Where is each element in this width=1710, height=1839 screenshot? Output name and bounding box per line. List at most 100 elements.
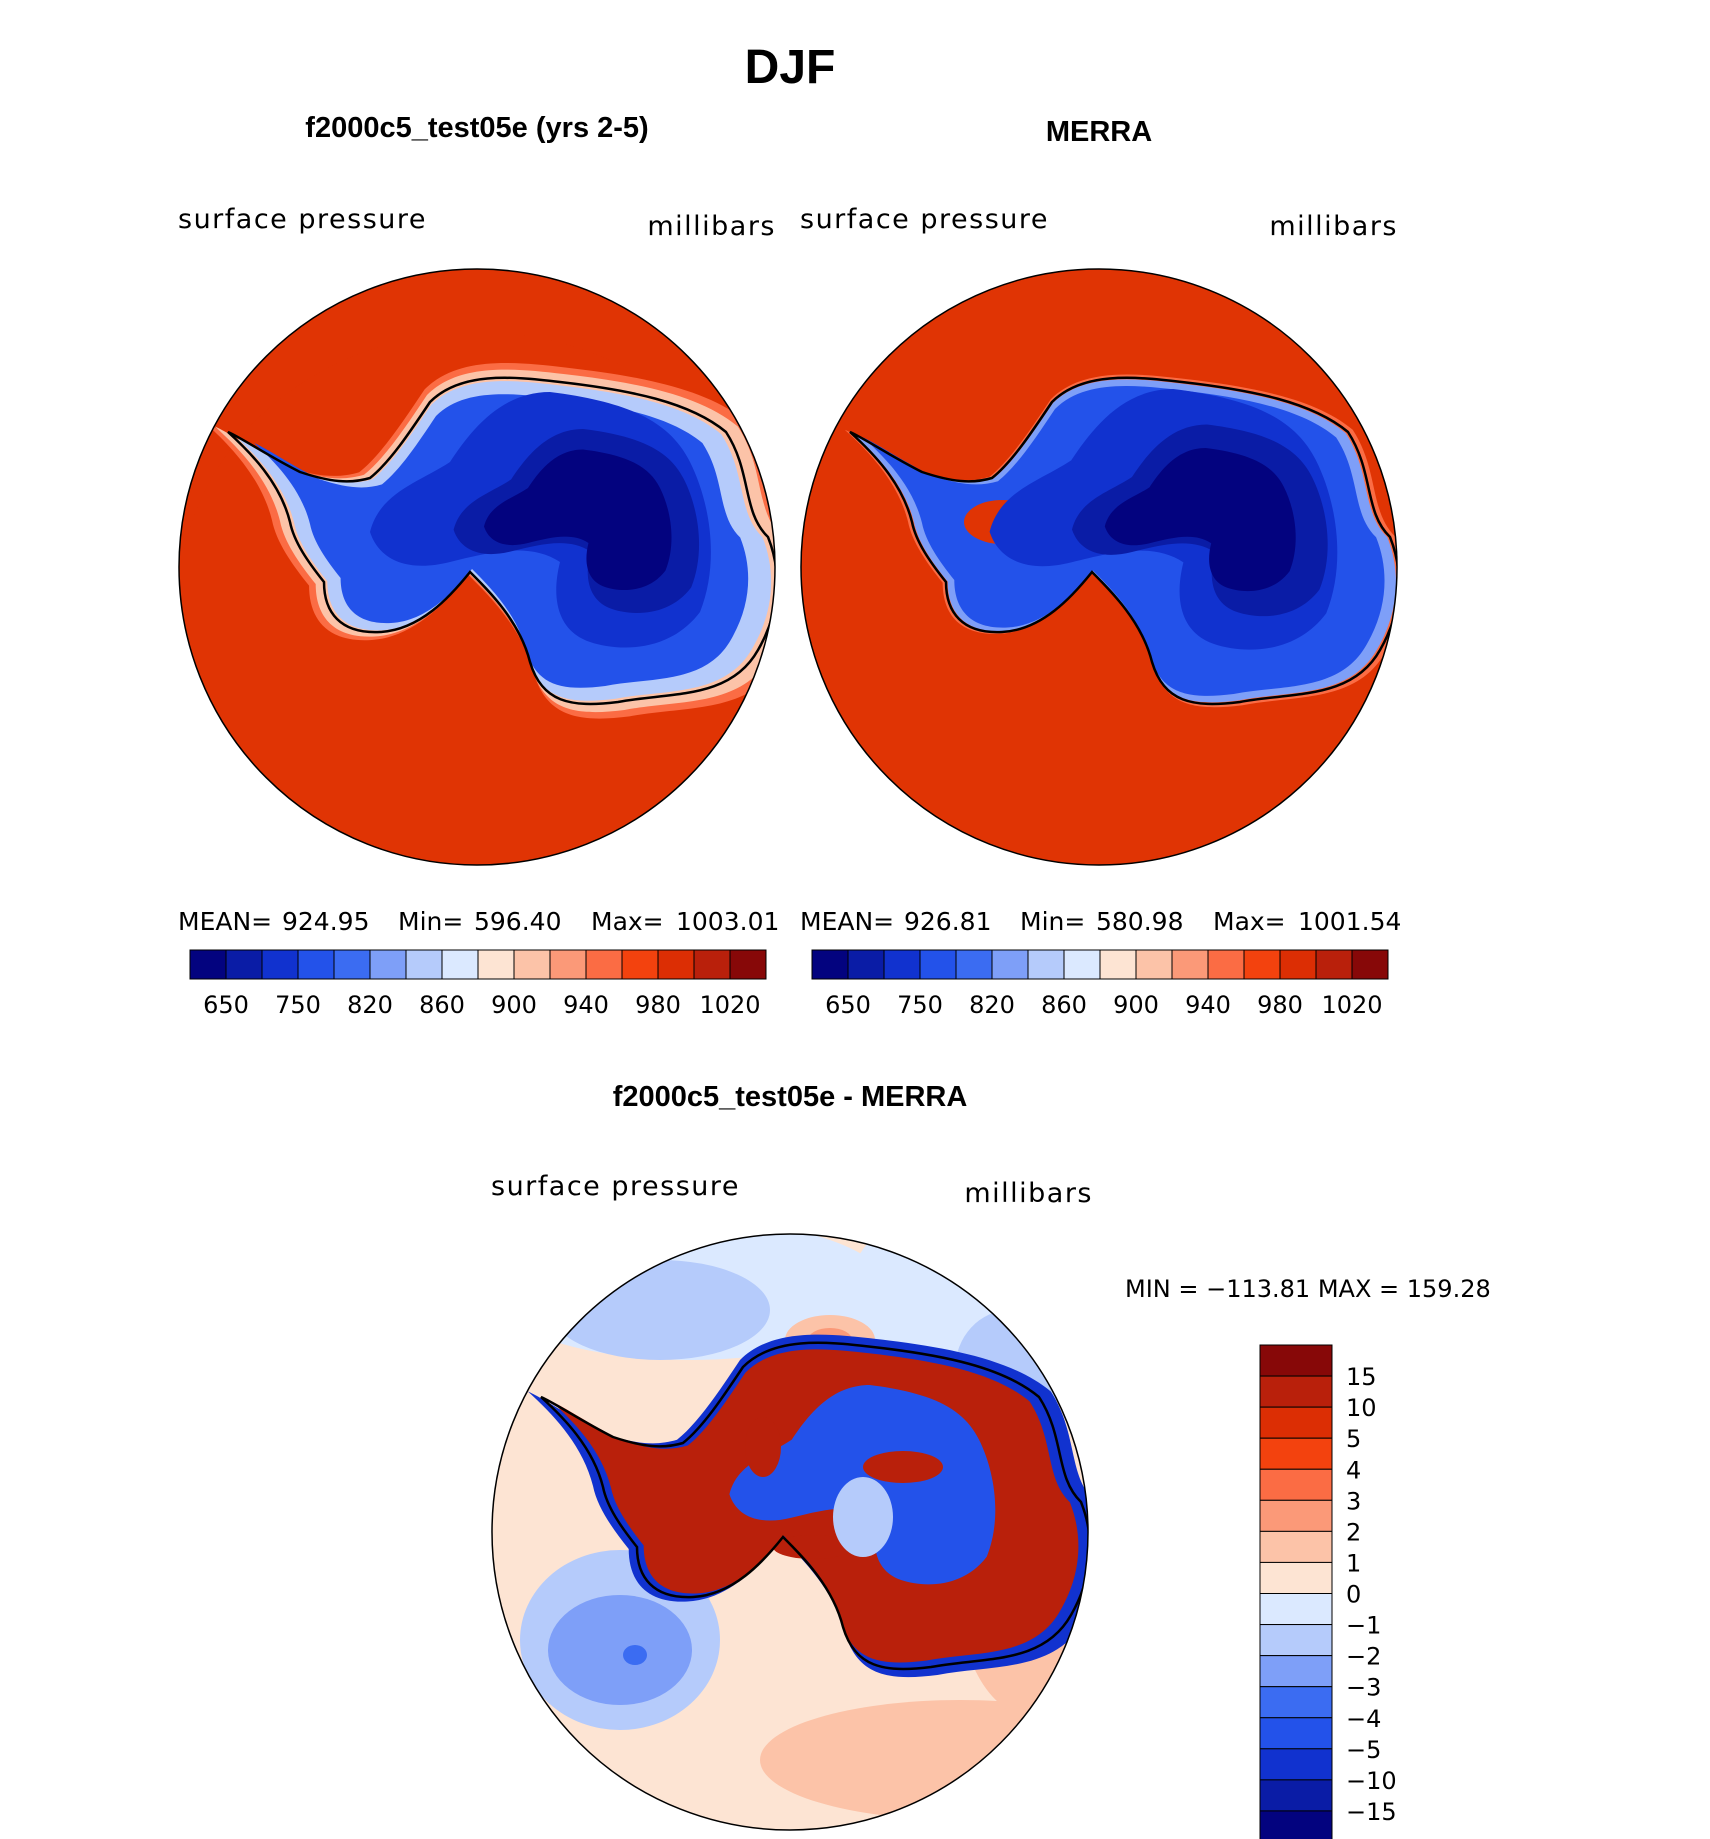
right-units-label: millibars [1269, 211, 1398, 242]
diff-colorbar-tick-label: 2 [1346, 1518, 1361, 1546]
right-colorbar-tick-label: 860 [1041, 991, 1087, 1019]
right-map-border [800, 268, 1398, 866]
diff-colorbar-box [1259, 1655, 1333, 1688]
diff-interior-red-1 [863, 1451, 943, 1483]
left-colorbar-tick-label: 750 [275, 991, 321, 1019]
left-mean-value: 924.95 [282, 907, 369, 936]
right-colorbar-box [1207, 949, 1245, 980]
left-colorbar-box [657, 949, 695, 980]
diff-colorbar-tick-label: 10 [1346, 1394, 1377, 1422]
left-max-value: 1003.01 [676, 907, 779, 936]
left-colorbar-box [261, 949, 299, 980]
diff-interior-light [833, 1477, 893, 1557]
diff-colorbar-tick-label: −2 [1346, 1643, 1381, 1671]
left-colorbar-box [729, 949, 767, 980]
left-colorbar-box [225, 949, 263, 980]
diff-colorbar-box [1259, 1499, 1333, 1532]
diff-colorbar-tick-label: 0 [1346, 1581, 1361, 1609]
left-colorbar-tick-label: 900 [491, 991, 537, 1019]
left-colorbar-tick-label: 650 [203, 991, 249, 1019]
right-polar-map [800, 268, 1398, 866]
right-colorbar-box [847, 949, 885, 980]
left-variable-label: surface pressure [178, 204, 427, 235]
right-colorbar-box [1063, 949, 1101, 980]
right-colorbar-box [955, 949, 993, 980]
diff-colorbar-box [1259, 1344, 1333, 1377]
diff-blue-left-core [623, 1645, 647, 1665]
right-colorbar-box [1243, 949, 1281, 980]
right-colorbar-tick-label: 900 [1113, 991, 1159, 1019]
diff-colorbar-box [1259, 1406, 1333, 1439]
diff-colorbar-box [1259, 1779, 1333, 1812]
left-panel-title: f2000c5_test05e (yrs 2-5) [305, 112, 648, 144]
diff-colorbar-box [1259, 1717, 1333, 1750]
left-colorbar-box [693, 949, 731, 980]
left-colorbar-box [297, 949, 335, 980]
diff-blue-left-mid [548, 1595, 692, 1705]
diff-red-bottom [760, 1700, 1088, 1820]
diff-map-border [491, 1233, 1089, 1831]
diff-colorbar-tick-label: 1 [1346, 1549, 1361, 1577]
right-colorbar-tick-label: 750 [897, 991, 943, 1019]
diff-units-label: millibars [964, 1178, 1093, 1209]
right-colorbar-tick-label: 940 [1185, 991, 1231, 1019]
right-mean-label: MEAN= [800, 907, 894, 936]
diff-panel-title: f2000c5_test05e - MERRA [613, 1081, 968, 1113]
right-max-value: 1001.54 [1298, 907, 1401, 936]
right-colorbar: 650 750 820 860 900 940 980 1020 [811, 949, 1389, 1019]
diff-colorbar-box [1259, 1748, 1333, 1781]
left-colorbar-box [441, 949, 479, 980]
right-colorbar-box [1279, 949, 1317, 980]
left-mean-label: MEAN= [178, 907, 272, 936]
diff-colorbar-box [1259, 1686, 1333, 1719]
left-units-label: millibars [647, 211, 776, 242]
right-colorbar-box [1027, 949, 1065, 980]
right-stats: MEAN= 926.81 Min= 580.98 Max= 1001.54 [800, 907, 1401, 936]
left-min-value: 596.40 [474, 907, 561, 936]
diff-colorbar-box [1259, 1810, 1333, 1839]
left-colorbar-box [621, 949, 659, 980]
diff-colorbar-box [1259, 1561, 1333, 1594]
diff-blue-top-mid [550, 1260, 770, 1360]
diff-colorbar-tick-label: −1 [1346, 1612, 1381, 1640]
diff-colorbar-box [1259, 1530, 1333, 1563]
right-colorbar-box [1351, 949, 1389, 980]
right-colorbar-box [919, 949, 957, 980]
right-colorbar-tick-label: 1020 [1321, 991, 1382, 1019]
diff-interior-red-2 [773, 1535, 853, 1559]
left-max-label: Max= [591, 907, 664, 936]
diff-min-max-text: MIN = −113.81 MAX = 159.28 [1125, 1275, 1491, 1303]
left-colorbar-box [477, 949, 515, 980]
left-min-label: Min= [398, 907, 463, 936]
left-colorbar-box [513, 949, 551, 980]
main-title: DJF [745, 41, 836, 94]
left-polar-map [178, 268, 776, 866]
diff-polar-map [491, 1233, 1089, 1831]
left-colorbar-box [369, 949, 407, 980]
right-colorbar-tick-label: 650 [825, 991, 871, 1019]
diff-colorbar-box [1259, 1375, 1333, 1408]
diff-colorbar-tick-label: −4 [1346, 1705, 1381, 1733]
diff-colorbar-box [1259, 1437, 1333, 1470]
diff-colorbar-tick-label: 5 [1346, 1425, 1361, 1453]
left-colorbar-tick-label: 940 [563, 991, 609, 1019]
diff-interior-red-3 [745, 1417, 781, 1477]
diff-colorbar-tick-label: −5 [1346, 1736, 1381, 1764]
right-colorbar-box [1099, 949, 1137, 980]
right-variable-label: surface pressure [800, 204, 1049, 235]
left-colorbar-box [549, 949, 587, 980]
right-colorbar-box [991, 949, 1029, 980]
diff-colorbar-box [1259, 1624, 1333, 1657]
diff-colorbar-tick-label: −3 [1346, 1674, 1381, 1702]
diff-variable-label: surface pressure [491, 1171, 740, 1202]
left-colorbar-tick-label: 860 [419, 991, 465, 1019]
right-min-label: Min= [1020, 907, 1085, 936]
diff-colorbar-tick-label: 3 [1346, 1487, 1361, 1515]
left-colorbar-box [189, 949, 227, 980]
right-max-label: Max= [1213, 907, 1286, 936]
left-colorbar-tick-label: 980 [635, 991, 681, 1019]
left-colorbar-tick-label: 1020 [699, 991, 760, 1019]
right-min-value: 580.98 [1096, 907, 1183, 936]
